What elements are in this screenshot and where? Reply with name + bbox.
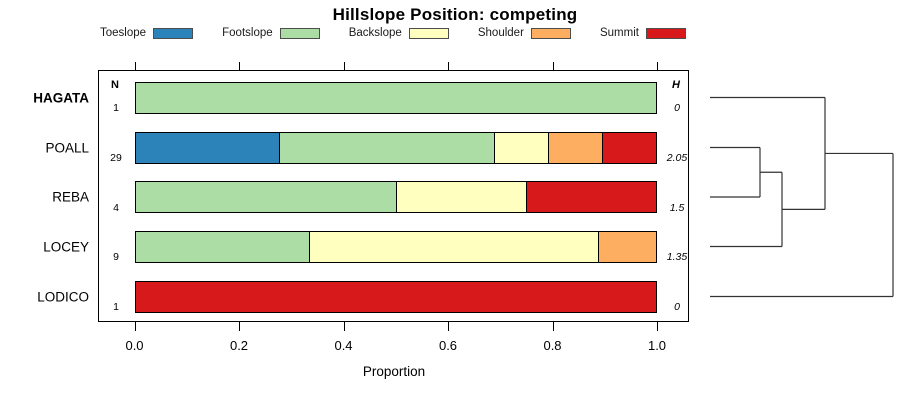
bar-segment-footslope [135, 82, 656, 113]
bar-segment-backslope [308, 231, 599, 262]
x-axis-label: Proportion [362, 364, 426, 379]
stacked-bar-poall [134, 131, 657, 164]
bar-segment-footslope [279, 132, 495, 163]
legend-item: Summit [600, 27, 686, 39]
x-tick-label: 1.0 [647, 338, 667, 353]
legend-item: Backslope [349, 27, 449, 39]
legend-swatch [153, 27, 194, 39]
h-column-header: H [672, 79, 680, 91]
top-tick-mark [343, 61, 345, 70]
legend-label: Shoulder [477, 27, 524, 39]
n-column-header: N [111, 79, 119, 91]
chart-title: Hillslope Position: competing [332, 5, 578, 24]
legend-item: Shoulder [478, 27, 571, 39]
legend: Toeslope Footslope Backslope Shoulder Summit [100, 27, 686, 39]
top-tick-mark [134, 61, 136, 70]
top-tick-mark [239, 61, 241, 70]
legend-swatch [279, 27, 320, 39]
bar-segment-backslope [395, 182, 526, 212]
stacked-bar-locey [134, 230, 657, 263]
legend-item: Toeslope [100, 27, 194, 39]
stacked-bar-lodico [134, 280, 657, 313]
row-label-lodico: LODICO [37, 289, 89, 304]
legend-label: Backslope [348, 27, 402, 39]
h-value: 0 [674, 102, 680, 114]
x-tick-label: 0.8 [543, 338, 562, 353]
bottom-tick-mark [239, 322, 241, 331]
legend-item: Footslope [222, 27, 320, 39]
bar-segment-footslope [135, 182, 396, 212]
x-tick-label: 0.0 [125, 338, 144, 353]
bottom-tick-mark [343, 322, 345, 331]
bar-segment-shoulder [598, 231, 656, 262]
h-value: 1.35 [666, 251, 688, 263]
n-value: 29 [110, 152, 122, 164]
x-tick-label: 0.6 [438, 338, 458, 353]
n-value: 1 [113, 301, 119, 313]
bottom-tick-mark [657, 322, 659, 331]
bar-segment-summit [525, 182, 656, 212]
legend-label: Summit [599, 27, 639, 39]
bottom-tick-mark [448, 322, 450, 331]
legend-swatch [530, 27, 571, 39]
bar-segment-toeslope [135, 132, 280, 163]
bar-segment-backslope [494, 132, 549, 163]
bar-segment-footslope [135, 231, 309, 262]
x-tick-label: 0.4 [334, 338, 353, 353]
top-tick-mark [657, 61, 659, 70]
row-label-hagata: HAGATA [33, 90, 89, 105]
legend-swatch [408, 27, 449, 39]
stacked-bar-hagata [134, 81, 657, 114]
top-tick-mark [448, 61, 450, 70]
n-value: 9 [113, 251, 119, 263]
h-value: 2.05 [666, 152, 688, 164]
row-label-poall: POALL [45, 140, 89, 155]
x-tick-label: 0.2 [229, 338, 249, 353]
h-value: 1.5 [669, 201, 685, 214]
stacked-bar-reba [134, 181, 657, 213]
bar-segment-summit [135, 281, 656, 312]
row-label-locey: LOCEY [43, 239, 89, 254]
row-label-reba: REBA [52, 189, 89, 205]
bar-segment-shoulder [548, 132, 603, 163]
n-value: 4 [113, 201, 119, 214]
legend-label: Footslope [222, 27, 273, 39]
legend-swatch [645, 27, 686, 39]
top-tick-mark [552, 61, 554, 70]
n-value: 1 [113, 102, 119, 114]
bar-segment-summit [602, 132, 656, 163]
bottom-tick-mark [552, 322, 554, 331]
bottom-tick-mark [134, 322, 136, 331]
legend-label: Toeslope [100, 27, 147, 39]
h-value: 0 [674, 301, 680, 313]
